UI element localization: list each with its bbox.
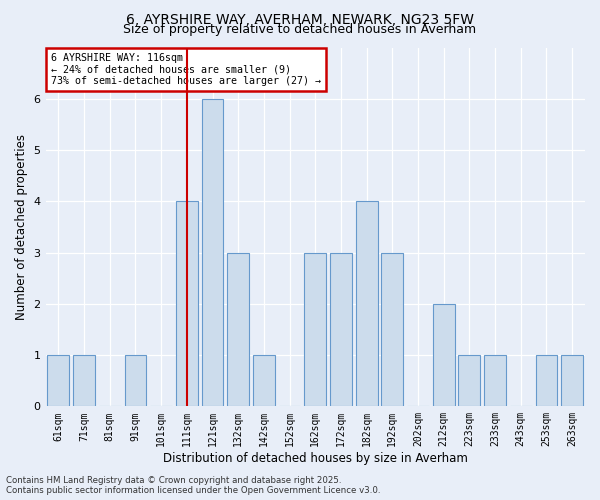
Text: Contains HM Land Registry data © Crown copyright and database right 2025.
Contai: Contains HM Land Registry data © Crown c… xyxy=(6,476,380,495)
Bar xyxy=(227,252,249,406)
Bar xyxy=(253,355,275,406)
X-axis label: Distribution of detached houses by size in Averham: Distribution of detached houses by size … xyxy=(163,452,468,465)
Text: 6, AYRSHIRE WAY, AVERHAM, NEWARK, NG23 5FW: 6, AYRSHIRE WAY, AVERHAM, NEWARK, NG23 5… xyxy=(126,12,474,26)
Bar xyxy=(536,355,557,406)
Bar xyxy=(176,202,198,406)
Bar xyxy=(356,202,377,406)
Bar xyxy=(484,355,506,406)
Bar xyxy=(125,355,146,406)
Bar xyxy=(382,252,403,406)
Text: 6 AYRSHIRE WAY: 116sqm
← 24% of detached houses are smaller (9)
73% of semi-deta: 6 AYRSHIRE WAY: 116sqm ← 24% of detached… xyxy=(51,53,321,86)
Bar xyxy=(202,99,223,406)
Text: Size of property relative to detached houses in Averham: Size of property relative to detached ho… xyxy=(124,23,476,36)
Bar xyxy=(304,252,326,406)
Y-axis label: Number of detached properties: Number of detached properties xyxy=(15,134,28,320)
Bar xyxy=(458,355,481,406)
Bar xyxy=(47,355,70,406)
Bar xyxy=(561,355,583,406)
Bar xyxy=(330,252,352,406)
Bar xyxy=(433,304,455,406)
Bar xyxy=(73,355,95,406)
